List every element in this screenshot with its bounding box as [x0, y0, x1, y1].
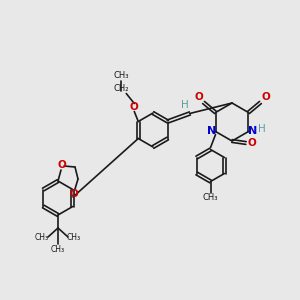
Text: N: N: [207, 127, 216, 136]
Text: CH₃: CH₃: [67, 232, 81, 242]
Text: H: H: [258, 124, 265, 134]
Text: O: O: [194, 92, 203, 103]
Text: CH₂: CH₂: [113, 84, 129, 93]
Text: N: N: [248, 127, 257, 136]
Text: O: O: [70, 189, 78, 199]
Text: O: O: [58, 160, 66, 170]
Text: CH₃: CH₃: [203, 193, 218, 202]
Text: CH₃: CH₃: [113, 71, 129, 80]
Text: O: O: [248, 138, 256, 148]
Text: O: O: [130, 101, 139, 112]
Text: O: O: [261, 92, 270, 103]
Text: H: H: [181, 100, 189, 110]
Text: CH₃: CH₃: [35, 232, 49, 242]
Text: CH₃: CH₃: [51, 245, 65, 254]
